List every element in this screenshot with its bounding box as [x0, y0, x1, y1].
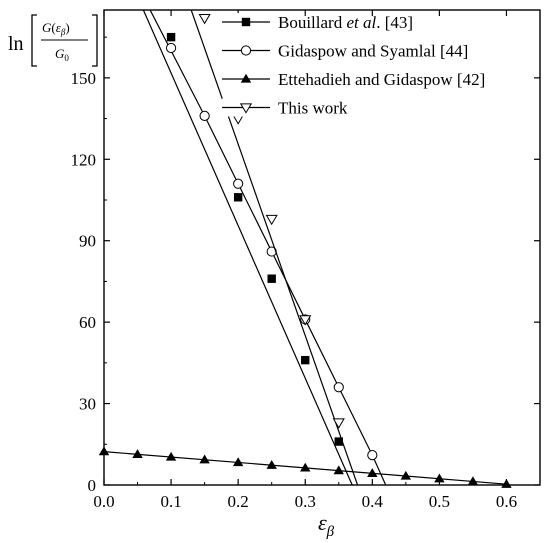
y-label-den: G	[55, 46, 65, 61]
data-point	[166, 32, 176, 42]
y-tick-label: 120	[71, 150, 97, 169]
x-tick-label: 0.4	[362, 492, 384, 511]
legend: Bouillard et al. [43] Gidaspow and Syamla…	[222, 13, 485, 118]
y-label-num-arg: ε	[56, 20, 62, 35]
data-point	[301, 355, 310, 365]
data-point	[232, 457, 244, 467]
y-axis-label: ln G(εβ) G0	[8, 14, 98, 67]
data-point	[332, 418, 345, 429]
y-label-prefix: ln	[8, 33, 24, 55]
data-point	[299, 315, 312, 326]
data-point	[199, 110, 210, 121]
legend-label: Ettehadieh and Gidaspow [42]	[278, 70, 485, 89]
series-3	[190, 10, 359, 485]
data-point	[266, 459, 277, 469]
plot-border	[103, 9, 541, 486]
y-tick-label: 150	[71, 69, 97, 88]
legend-marker	[241, 17, 251, 27]
data-point	[267, 274, 276, 283]
data-point	[233, 193, 243, 202]
x-axis-label: εβ	[318, 510, 335, 540]
x-axis-label-sub: β	[326, 524, 335, 540]
legend-label: Gidaspow and Syamlal [44]	[278, 42, 468, 61]
legend-label: Bouillard et al. [43]	[278, 13, 413, 32]
right-bracket-icon	[92, 14, 98, 67]
data-point	[400, 470, 412, 480]
data-point	[165, 42, 177, 54]
data-point	[300, 462, 311, 472]
series-markers-0	[166, 32, 343, 446]
x-tick-label: 0.3	[295, 492, 316, 511]
series-0	[142, 10, 353, 485]
x-tick-label: 0.1	[160, 492, 181, 511]
legend-label: This work	[278, 99, 348, 118]
series-1	[149, 10, 387, 485]
series-markers-3	[198, 14, 345, 429]
legend-marker	[239, 103, 253, 114]
left-bracket-icon	[31, 14, 37, 67]
data-point	[98, 446, 110, 456]
y-tick-label: 0	[88, 476, 97, 495]
y-label-num-arg-sub: β	[60, 27, 66, 37]
y-tick-label: 90	[79, 232, 96, 251]
x-tick-label: 0.0	[93, 492, 114, 511]
series-layer	[98, 10, 512, 488]
series-line	[190, 10, 359, 485]
data-point	[333, 382, 344, 393]
data-point	[199, 454, 210, 464]
data-point	[367, 450, 378, 461]
data-point	[333, 465, 344, 475]
data-point	[233, 178, 244, 189]
x-tick-label: 0.5	[429, 492, 450, 511]
legend-marker	[240, 45, 252, 56]
y-label-num-g: G	[42, 20, 52, 35]
data-point	[467, 476, 479, 486]
data-point	[265, 214, 278, 226]
x-tick-label: 0.6	[496, 492, 517, 511]
data-point	[198, 14, 211, 25]
svg-text:G0: G0	[55, 46, 69, 63]
y-tick-label: 60	[79, 313, 96, 332]
axes-layer: 0.0 0.1 0.2 0.3 0.4 0.5 0.6 0 30 60 90 120 150	[71, 10, 541, 511]
legend-marker	[240, 73, 252, 83]
data-point	[367, 468, 378, 477]
data-point	[165, 451, 177, 461]
series-line	[149, 10, 387, 485]
data-point	[434, 473, 445, 483]
y-tick-label: 30	[79, 395, 96, 414]
data-point	[334, 437, 343, 446]
plot-area	[103, 9, 541, 486]
svg-text:G(εβ): G(εβ)	[42, 20, 70, 37]
y-label-den-sub: 0	[64, 53, 69, 63]
series-markers-2	[98, 446, 512, 488]
x-tick-label: 0.2	[228, 492, 249, 511]
series-line	[142, 10, 353, 485]
data-point	[132, 449, 143, 458]
